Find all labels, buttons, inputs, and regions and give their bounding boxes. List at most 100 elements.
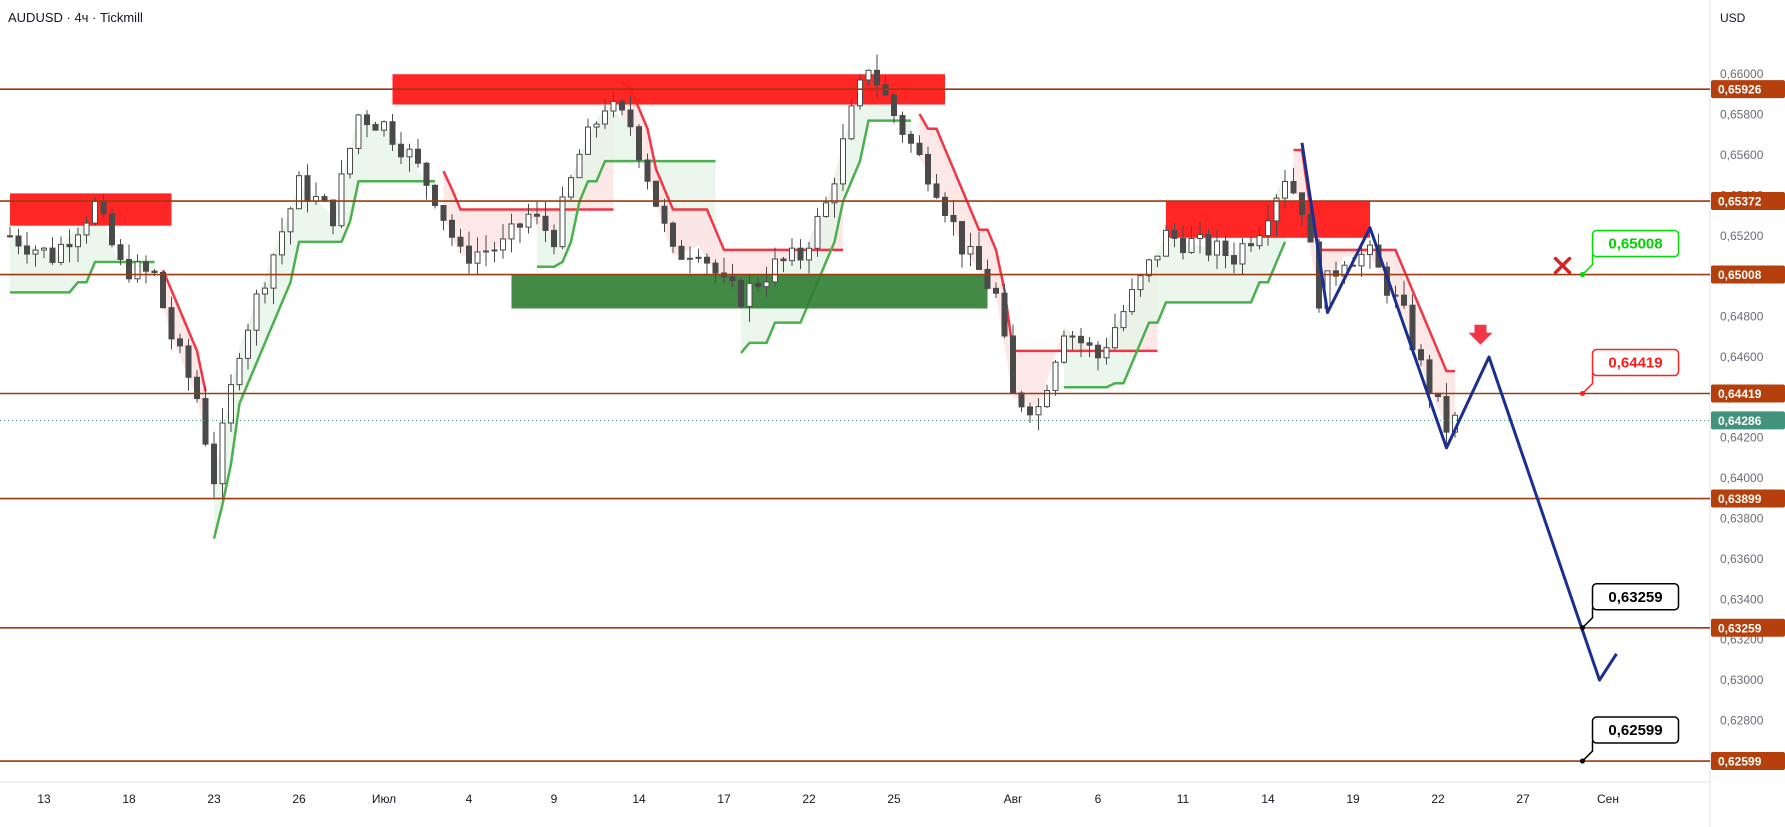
candle[interactable]: [780, 256, 787, 273]
candle[interactable]: [661, 198, 668, 233]
candle[interactable]: [1401, 280, 1407, 309]
candle[interactable]: [874, 54, 880, 98]
candle[interactable]: [1137, 274, 1144, 297]
candle[interactable]: [1112, 313, 1118, 350]
candle[interactable]: [321, 193, 328, 201]
candle[interactable]: [712, 259, 719, 284]
candle[interactable]: [347, 147, 353, 179]
candle[interactable]: [916, 135, 923, 156]
candle[interactable]: [670, 221, 676, 253]
candle[interactable]: [1231, 242, 1237, 274]
candle[interactable]: [1086, 337, 1093, 358]
candle[interactable]: [517, 222, 523, 243]
candle[interactable]: [449, 214, 455, 246]
candle[interactable]: [338, 160, 345, 229]
candle[interactable]: [500, 224, 506, 259]
candle[interactable]: [1265, 205, 1271, 246]
candle[interactable]: [177, 333, 183, 354]
candle[interactable]: [610, 91, 617, 118]
candle[interactable]: [508, 213, 515, 253]
candle[interactable]: [644, 153, 651, 190]
candle[interactable]: [406, 143, 413, 172]
candle[interactable]: [41, 246, 47, 259]
candle[interactable]: [1061, 330, 1067, 364]
candle[interactable]: [1214, 229, 1220, 269]
candle[interactable]: [1299, 192, 1305, 227]
candle[interactable]: [525, 203, 532, 234]
candle[interactable]: [1307, 203, 1314, 243]
candle[interactable]: [474, 237, 481, 275]
candle[interactable]: [602, 99, 608, 129]
candle[interactable]: [1222, 234, 1229, 269]
candle[interactable]: [372, 121, 379, 131]
candle[interactable]: [219, 408, 226, 498]
candle[interactable]: [296, 171, 302, 210]
candle[interactable]: [942, 192, 948, 223]
candle[interactable]: [1035, 398, 1042, 431]
candle[interactable]: [194, 370, 200, 403]
candle[interactable]: [109, 208, 115, 248]
candle[interactable]: [1120, 304, 1127, 332]
candle[interactable]: [126, 244, 132, 283]
level-price-tag[interactable]: 0,65926: [1711, 80, 1785, 99]
candle[interactable]: [330, 199, 336, 235]
candle[interactable]: [755, 277, 761, 292]
candle[interactable]: [619, 98, 625, 116]
candle[interactable]: [58, 236, 64, 266]
candle[interactable]: [899, 111, 906, 143]
candle[interactable]: [678, 239, 685, 260]
candle[interactable]: [364, 110, 370, 138]
candle[interactable]: [959, 221, 965, 268]
candle[interactable]: [287, 206, 294, 245]
candle[interactable]: [1044, 384, 1050, 408]
candle[interactable]: [848, 98, 855, 141]
candle[interactable]: [355, 113, 362, 155]
candle[interactable]: [32, 245, 39, 267]
candle[interactable]: [211, 431, 217, 498]
time-axis[interactable]: 13 18 23 26 Июл 4 9 14 17 22 25 Авг 6 11 14 19 22 27 Сен: [37, 792, 1619, 806]
candle[interactable]: [1078, 328, 1084, 358]
candle[interactable]: [1154, 255, 1161, 268]
level-price-tag[interactable]: 0,65372: [1711, 192, 1785, 211]
candle[interactable]: [1171, 223, 1178, 248]
candle[interactable]: [1282, 169, 1288, 209]
candle[interactable]: [491, 241, 498, 263]
candle[interactable]: [704, 253, 710, 275]
candle[interactable]: [993, 282, 999, 299]
candle[interactable]: [389, 113, 396, 151]
candle[interactable]: [797, 239, 804, 270]
candle[interactable]: [1052, 359, 1059, 396]
candle[interactable]: [814, 207, 821, 257]
candle[interactable]: [160, 271, 166, 309]
candle[interactable]: [117, 239, 124, 266]
candle[interactable]: [1146, 258, 1152, 283]
candle[interactable]: [831, 177, 838, 218]
candle[interactable]: [976, 231, 982, 270]
candle[interactable]: [262, 282, 268, 304]
candle[interactable]: [228, 374, 234, 432]
candle[interactable]: [967, 232, 974, 267]
candle[interactable]: [253, 289, 260, 346]
price-callout[interactable]: 0,65008: [1580, 229, 1680, 278]
candle[interactable]: [1188, 226, 1195, 254]
candle[interactable]: [568, 174, 574, 201]
candle[interactable]: [83, 216, 90, 244]
candle[interactable]: [1163, 225, 1169, 257]
candle[interactable]: [636, 124, 642, 168]
candle[interactable]: [1197, 221, 1203, 254]
candle[interactable]: [763, 267, 770, 297]
candle[interactable]: [806, 241, 812, 274]
candle[interactable]: [559, 186, 566, 250]
candle[interactable]: [381, 120, 387, 137]
candle[interactable]: [457, 228, 464, 253]
candle[interactable]: [925, 146, 931, 192]
candle[interactable]: [653, 180, 659, 208]
level-price-tag[interactable]: 0,62599: [1711, 752, 1785, 771]
candle[interactable]: [7, 226, 13, 238]
candle[interactable]: [1239, 238, 1246, 275]
candle[interactable]: [857, 74, 863, 110]
candle[interactable]: [1418, 344, 1424, 367]
candle[interactable]: [1367, 240, 1373, 269]
candle[interactable]: [415, 138, 421, 168]
